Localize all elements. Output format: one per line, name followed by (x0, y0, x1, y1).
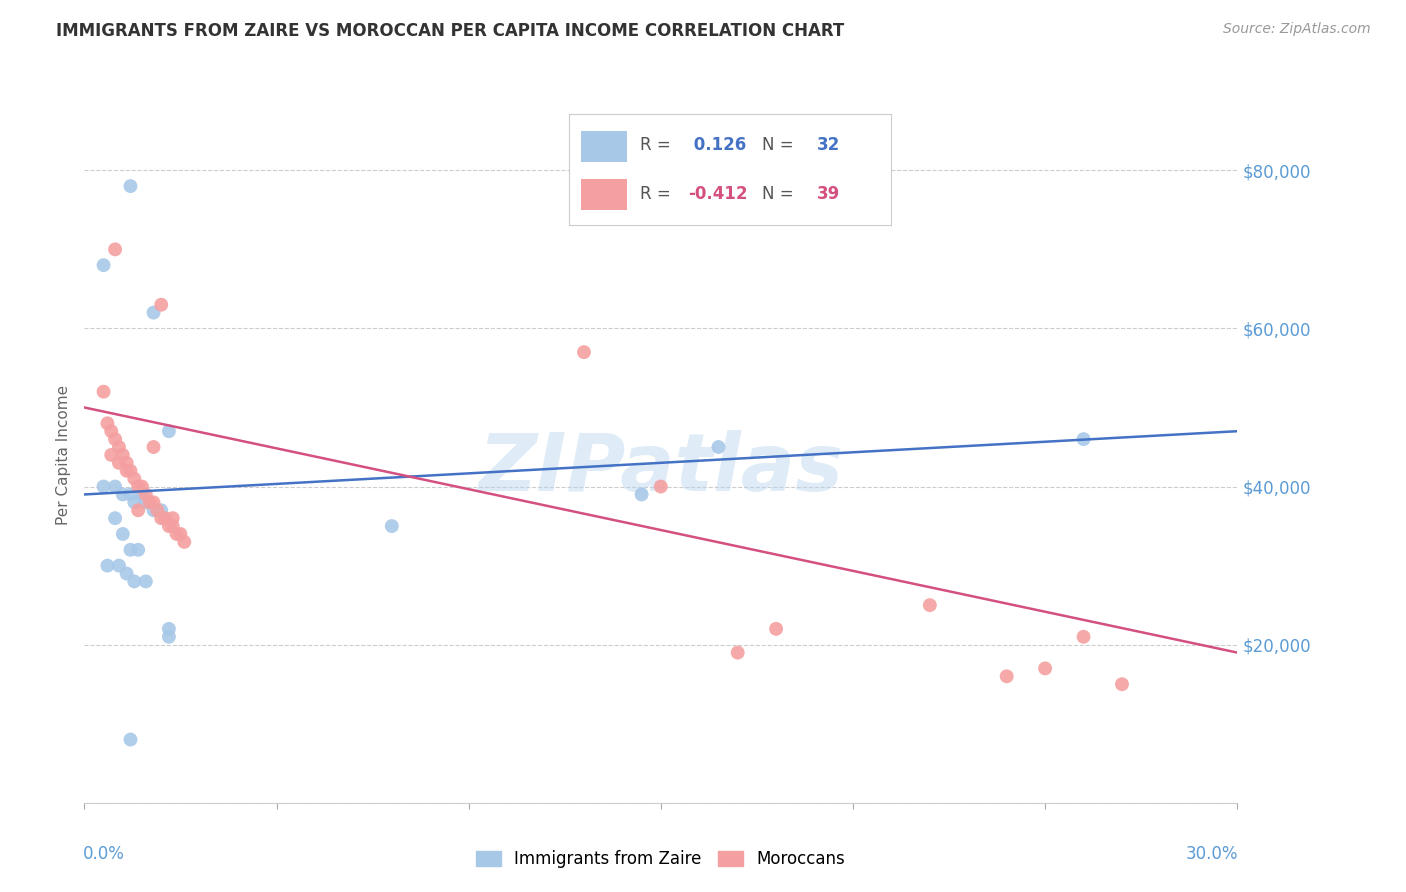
Point (127, 542, 149, 557)
Point (150, 503, 173, 517)
Point (104, 243, 127, 257)
Point (127, 503, 149, 517)
Point (93, 258, 115, 272)
Text: 30.0%: 30.0% (1185, 845, 1239, 863)
Point (157, 622, 180, 636)
Text: IMMIGRANTS FROM ZAIRE VS MOROCCAN PER CAPITA INCOME CORRELATION CHART: IMMIGRANTS FROM ZAIRE VS MOROCCAN PER CA… (56, 22, 845, 40)
Point (162, 519, 184, 533)
Point (135, 495, 157, 509)
Point (1033, 661, 1056, 675)
Point (115, 456, 138, 470)
Point (142, 305, 165, 319)
Point (104, 479, 127, 493)
Point (104, 432, 127, 446)
Point (108, 456, 131, 470)
Point (100, 448, 122, 462)
Point (120, 487, 142, 501)
Point (157, 630, 180, 644)
Point (381, 519, 404, 533)
Point (169, 527, 191, 541)
Point (727, 646, 749, 660)
Point (765, 622, 787, 636)
Point (96, 417, 118, 431)
Y-axis label: Per Capita Income: Per Capita Income (56, 384, 72, 525)
Text: ZIPatlas: ZIPatlas (478, 430, 844, 508)
Legend: Immigrants from Zaire, Moroccans: Immigrants from Zaire, Moroccans (470, 843, 852, 874)
Point (153, 511, 176, 525)
Point (173, 535, 195, 549)
Point (124, 495, 146, 509)
Text: Source: ZipAtlas.com: Source: ZipAtlas.com (1223, 22, 1371, 37)
Point (100, 424, 122, 438)
Point (1073, 432, 1095, 446)
Point (124, 574, 146, 589)
Point (707, 440, 730, 454)
Point (120, 464, 142, 478)
Point (1073, 630, 1095, 644)
Point (115, 566, 138, 581)
Point (918, 598, 941, 612)
Point (630, 487, 652, 501)
Point (135, 574, 157, 589)
Point (131, 487, 153, 501)
Point (162, 511, 184, 525)
Point (111, 527, 134, 541)
Point (166, 527, 188, 541)
Point (111, 448, 134, 462)
Text: 0.0%: 0.0% (83, 845, 125, 863)
Point (93, 384, 115, 399)
Point (572, 345, 595, 359)
Point (142, 440, 165, 454)
Point (120, 542, 142, 557)
Point (995, 669, 1018, 683)
Point (142, 503, 165, 517)
Point (135, 487, 157, 501)
Point (150, 511, 173, 525)
Point (111, 487, 134, 501)
Point (108, 440, 131, 454)
Point (131, 479, 153, 493)
Point (1111, 677, 1133, 691)
Point (142, 495, 165, 509)
Point (138, 495, 160, 509)
Point (104, 511, 127, 525)
Point (157, 519, 180, 533)
Point (115, 464, 138, 478)
Point (120, 732, 142, 747)
Point (96, 558, 118, 573)
Point (650, 479, 672, 493)
Point (146, 503, 169, 517)
Point (108, 558, 131, 573)
Point (124, 472, 146, 486)
Point (93, 479, 115, 493)
Point (150, 298, 173, 312)
Point (157, 424, 180, 438)
Point (120, 179, 142, 194)
Point (127, 479, 149, 493)
